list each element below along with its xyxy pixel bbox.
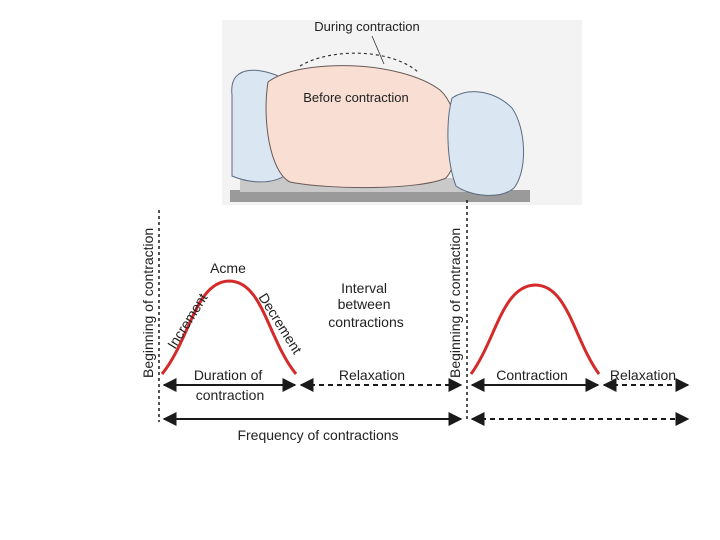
abdomen-illustration: During contraction Before contraction [222, 19, 582, 205]
belly [265, 65, 458, 189]
interval-label: Interval between contractions [328, 280, 403, 330]
beginning-label-left: Beginning of contraction [140, 228, 156, 378]
interval-line-2: between [338, 296, 391, 312]
contraction-timeline: Beginning of contraction Beginning of co… [140, 200, 690, 443]
bed-base [230, 190, 530, 202]
duration-line-1: Duration of [194, 367, 263, 383]
acme-label: Acme [210, 260, 246, 276]
contraction-curve-1 [160, 279, 298, 375]
frequency-label: Frequency of contractions [237, 427, 398, 443]
interval-line-3: contractions [328, 314, 403, 330]
during-contraction-label: During contraction [314, 19, 420, 34]
interval-line-1: Interval [341, 280, 387, 296]
increment-label: Increment [164, 290, 211, 351]
beginning-label-right: Beginning of contraction [447, 228, 463, 378]
before-contraction-label: Before contraction [303, 90, 409, 105]
contraction-label: Contraction [496, 367, 568, 383]
relaxation-label-2: Relaxation [610, 367, 676, 383]
pointer-line [371, 35, 385, 65]
duration-label: Duration of contraction [194, 367, 266, 403]
relaxation-label-1: Relaxation [339, 367, 405, 383]
right-sheet [447, 91, 524, 196]
duration-line-2: contraction [196, 387, 264, 403]
contraction-outline [299, 52, 419, 73]
contraction-curve-2 [469, 283, 601, 375]
